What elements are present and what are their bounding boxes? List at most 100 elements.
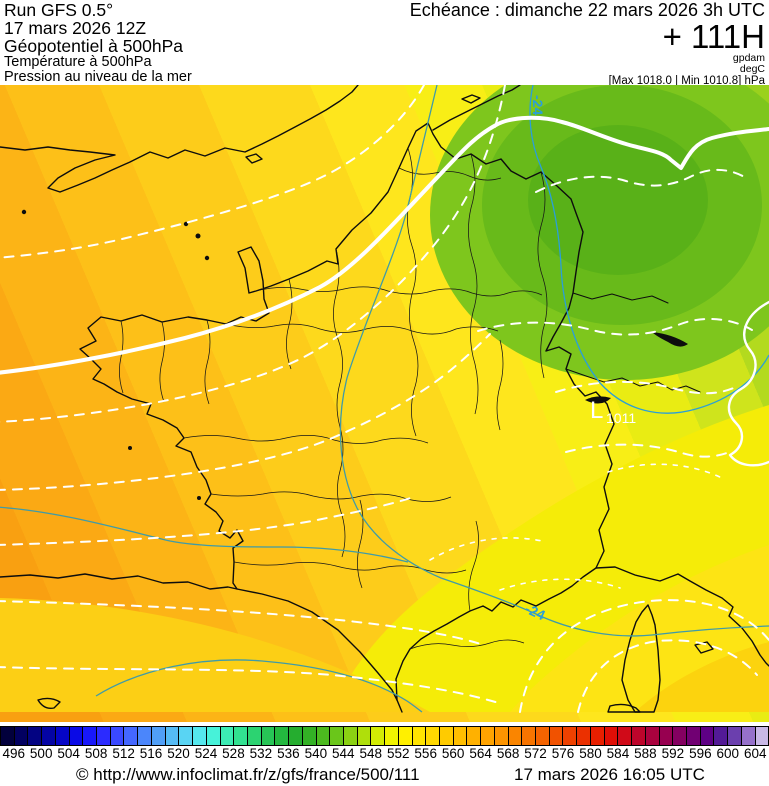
scale-cell xyxy=(69,727,84,745)
spain-med-coast xyxy=(396,699,403,713)
scale-cell xyxy=(55,727,70,745)
england-outline xyxy=(0,85,359,193)
scale-label: 572 xyxy=(524,746,547,761)
temperature-contour-minus24 xyxy=(529,85,769,414)
scale-cell xyxy=(234,727,248,745)
map-container: -24 -24 L 1011 xyxy=(0,85,769,722)
scale-label: 556 xyxy=(414,746,437,761)
header-right: Echéance : dimanche 22 mars 2026 3h UTC … xyxy=(410,1,765,88)
scale-label: 540 xyxy=(304,746,328,761)
scale-label: 552 xyxy=(386,746,410,761)
scale-label: 548 xyxy=(359,746,383,761)
scale-cell xyxy=(371,727,386,745)
scale-cell xyxy=(481,727,495,745)
scale-label: 592 xyxy=(661,746,685,761)
scale-label: 496 xyxy=(2,746,25,761)
scale-cell xyxy=(494,727,509,745)
switzerland-border xyxy=(565,368,701,393)
geopotential-contours xyxy=(0,115,769,467)
scale-cell xyxy=(412,727,427,745)
scale-cell xyxy=(138,727,152,745)
scale-cell xyxy=(536,727,550,745)
scale-cell xyxy=(1,727,15,745)
copyright-text: © http://www.infoclimat.fr/z/gfs/france/… xyxy=(76,765,420,784)
scale-cell xyxy=(522,727,537,745)
param-temperature: Température à 500hPa xyxy=(4,54,152,71)
scale-cell xyxy=(261,727,276,745)
sardinia-tip xyxy=(607,703,641,713)
scale-label: 560 xyxy=(441,746,465,761)
italy-coast xyxy=(595,566,769,667)
scale-cell xyxy=(28,727,43,745)
scale-cell xyxy=(440,727,454,745)
scale-label: 564 xyxy=(469,746,492,761)
forecast-hour: + 111H xyxy=(662,18,765,55)
low-pressure-letter: L xyxy=(590,397,603,424)
scale-label: 580 xyxy=(579,746,602,761)
scale-cell xyxy=(302,727,317,745)
echeance-text: Echéance : dimanche 22 mars 2026 3h UTC xyxy=(409,0,765,20)
unit-degc: degC xyxy=(739,63,765,76)
scale-label: 516 xyxy=(139,746,163,761)
scale-cell xyxy=(275,727,290,745)
generation-time: 17 mars 2026 16:05 UTC xyxy=(514,765,705,784)
scale-cell xyxy=(426,727,440,745)
unit-gpdam: gpdam xyxy=(732,52,765,64)
header: Run GFS 0.5° 17 mars 2026 12Z Géopotenti… xyxy=(0,0,769,88)
scale-cell xyxy=(42,727,56,745)
scale-cell xyxy=(700,727,715,745)
scale-cell xyxy=(563,727,578,745)
scale-cell xyxy=(645,727,660,745)
temp-label-top: -24 xyxy=(530,95,546,115)
scale-cell xyxy=(453,727,468,745)
map-labels: -24 -24 L 1011 xyxy=(523,95,637,623)
geopotential-secondary-contour xyxy=(727,300,769,467)
scale-label: 512 xyxy=(112,746,135,761)
scale-cell xyxy=(686,727,701,745)
scale-label: 504 xyxy=(57,746,80,761)
scale-cell xyxy=(343,727,358,745)
low-core-band-inner xyxy=(528,125,708,275)
scale-cell xyxy=(508,727,523,745)
scale-cell xyxy=(714,727,729,745)
scale-label: 568 xyxy=(496,746,520,761)
scilly-isles xyxy=(21,209,27,215)
scale-label: 604 xyxy=(744,746,767,761)
scale-cell xyxy=(590,727,605,745)
param-pressure: Pression au niveau de la mer xyxy=(4,69,192,86)
scale-cell xyxy=(289,727,303,745)
scale-cell xyxy=(549,727,564,745)
scale-cell xyxy=(618,727,633,745)
lake-constance xyxy=(652,332,688,347)
isobars-dashed-short xyxy=(429,463,725,591)
channel-island xyxy=(204,255,210,261)
scale-label: 600 xyxy=(716,746,740,761)
scale-label: 500 xyxy=(29,746,53,761)
run-title: Run GFS 0.5° xyxy=(4,0,114,20)
scale-cell xyxy=(206,727,221,745)
scale-cell xyxy=(110,727,125,745)
scale-cell xyxy=(728,727,742,745)
scale-cell xyxy=(357,727,372,745)
color-scale-labels: 496 500 504 508 512 516 520 524 528 532 536 540 544 5… xyxy=(0,747,769,762)
scale-label: 536 xyxy=(277,746,300,761)
scale-cell xyxy=(124,727,139,745)
low-pressure-value: 1011 xyxy=(606,410,636,426)
menorca-island xyxy=(37,697,61,710)
scale-label: 528 xyxy=(222,746,245,761)
header-left: Run GFS 0.5° 17 mars 2026 12Z Géopotenti… xyxy=(4,1,192,85)
scale-cell xyxy=(741,727,756,745)
field-bands xyxy=(0,85,769,722)
lakes-islands xyxy=(21,209,688,500)
scale-cell xyxy=(467,727,482,745)
scale-label: 588 xyxy=(634,746,657,761)
scale-cell xyxy=(577,727,591,745)
scale-label: 532 xyxy=(249,746,273,761)
scale-cell xyxy=(165,727,180,745)
department-borders xyxy=(119,147,548,650)
temp-label-south: -24 xyxy=(523,600,548,623)
scale-cell xyxy=(659,727,674,745)
scale-cell xyxy=(755,727,769,745)
belle-ile xyxy=(128,446,132,450)
